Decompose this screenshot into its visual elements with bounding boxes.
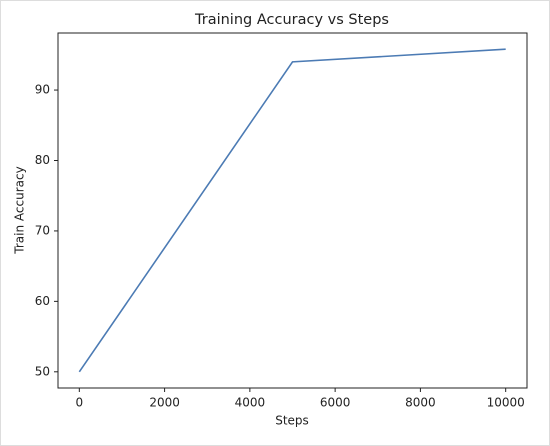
x-tick-label: 0 [75, 396, 83, 410]
y-axis-label: Train Accuracy [13, 166, 27, 254]
data-line [78, 48, 506, 373]
x-tick-label: 4000 [235, 396, 266, 410]
x-tick-label: 2000 [149, 396, 180, 410]
plot-frame [57, 32, 528, 389]
y-tick-label: 70 [35, 223, 50, 237]
y-tick-label: 90 [35, 83, 50, 97]
y-tick-label: 50 [35, 364, 50, 378]
x-tick-label: 6000 [320, 396, 351, 410]
x-axis-label: Steps [275, 414, 309, 428]
y-tick-label: 60 [35, 294, 50, 308]
x-tick-label: 8000 [405, 396, 436, 410]
chart-title: Training Accuracy vs Steps [194, 12, 389, 28]
x-tick-label: 10000 [487, 396, 525, 410]
y-tick-label: 80 [35, 153, 50, 167]
